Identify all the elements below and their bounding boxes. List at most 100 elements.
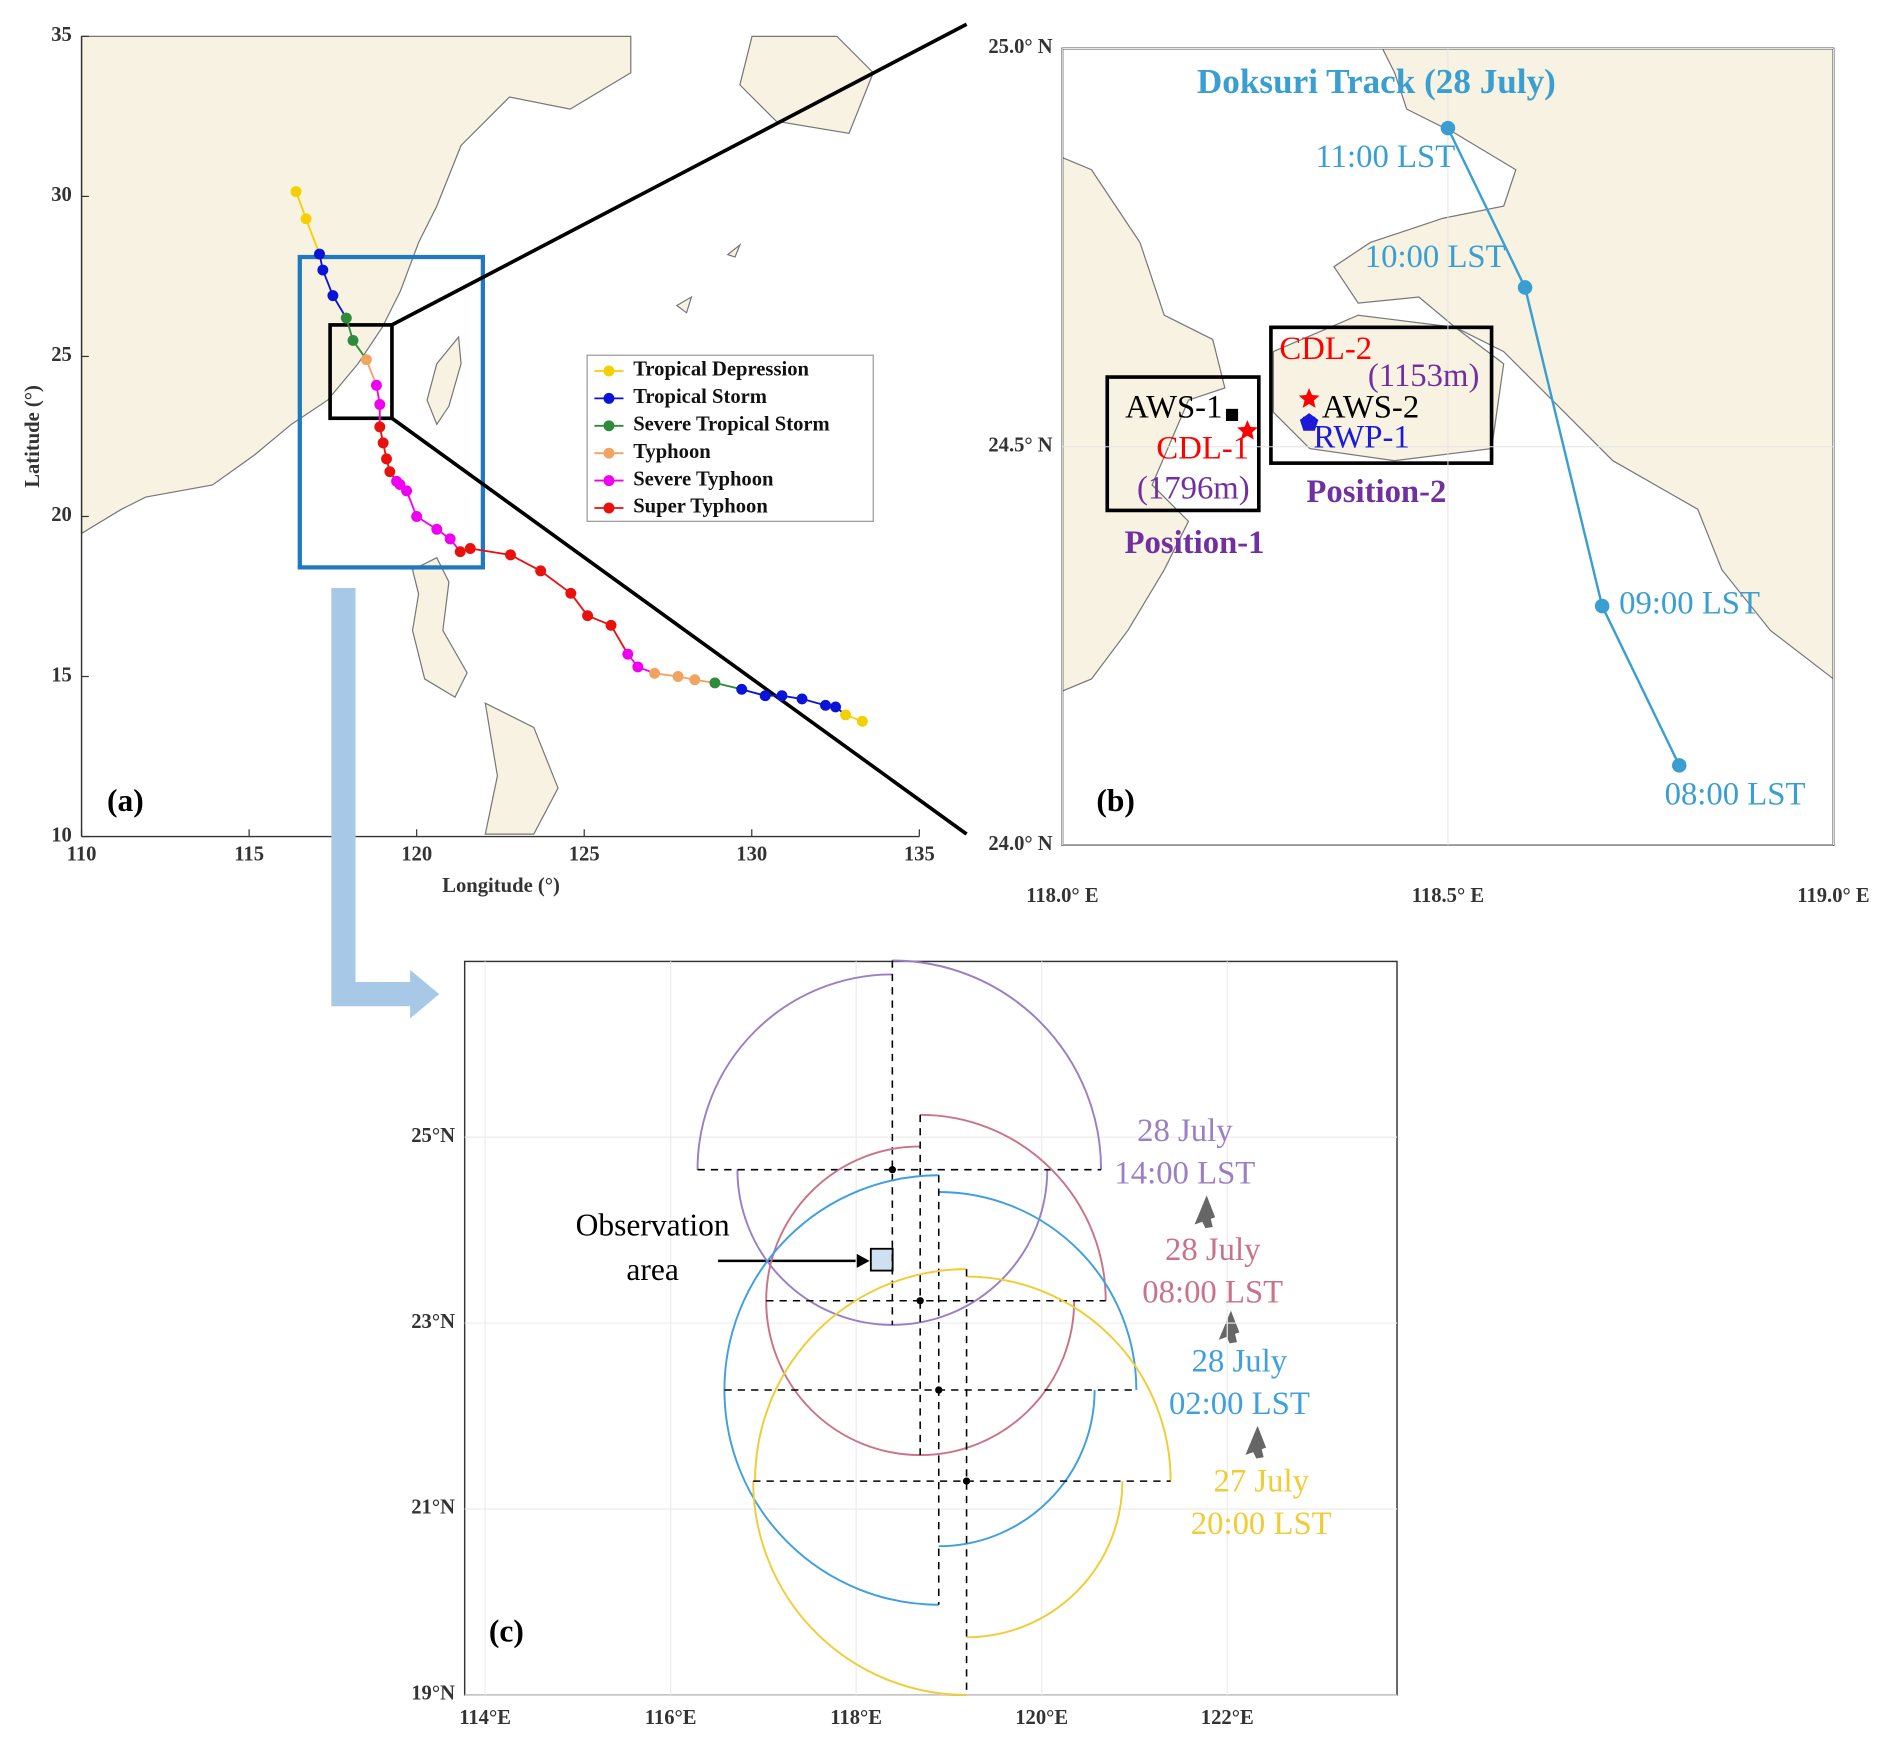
series-time: 08:00 LST [1142, 1274, 1283, 1310]
wind-radius-arc [938, 1191, 1138, 1391]
x-tick-label: 118.0° E [1026, 885, 1098, 907]
station-marker [1237, 419, 1258, 440]
time-label: 09:00 LST [1619, 586, 1760, 622]
x-tick-label: 118.5° E [1412, 885, 1484, 907]
track-segment [470, 547, 511, 556]
x-tick-label: 120°E [1015, 1707, 1068, 1729]
track-point [736, 683, 748, 695]
track-point [796, 693, 808, 705]
track-point [856, 715, 868, 727]
zoom-guides [297, 22, 968, 1019]
track-point [370, 379, 382, 391]
track-point [1517, 280, 1533, 295]
legend-label: Typhoon [633, 441, 711, 463]
wind-radius-arc [938, 1389, 1096, 1548]
legend-marker [603, 365, 615, 377]
track-point [649, 667, 661, 679]
x-tick-label: 115 [234, 844, 264, 866]
track-segment [610, 624, 629, 655]
center [962, 1477, 971, 1485]
center [888, 1166, 896, 1174]
track-point [689, 674, 701, 686]
track-point [347, 334, 359, 346]
panel-label: (c) [489, 1614, 524, 1649]
track-point [535, 565, 547, 577]
x-tick-label: 135 [904, 844, 935, 866]
legend-label: Tropical Depression [633, 359, 809, 381]
station-label: RWP-1 [1313, 420, 1409, 456]
center [916, 1297, 924, 1305]
x-axis-label: Longitude (°) [442, 875, 560, 897]
track-point [290, 186, 302, 198]
track-point [411, 511, 423, 522]
y-tick-label: 24.5° N [988, 435, 1052, 457]
panel-label: (a) [107, 783, 144, 818]
track-point [464, 543, 476, 554]
track-point [605, 619, 617, 631]
y-tick-label: 19°N [411, 1683, 455, 1705]
station-label: CDL-1 [1156, 431, 1249, 467]
wind-radius-arc [752, 1481, 967, 1696]
legend-marker [603, 502, 615, 514]
track-point [1671, 758, 1687, 773]
y-tick-label: 25.0° N [988, 36, 1052, 58]
track-segment [540, 570, 572, 595]
track-point [431, 523, 443, 535]
wind-radius-arc [736, 1169, 893, 1326]
x-tick-label: 122°E [1201, 1707, 1254, 1729]
station-marker [1298, 388, 1320, 408]
track-point [381, 453, 392, 465]
x-tick-label: 118°E [830, 1707, 882, 1729]
wind-radius-arc [892, 959, 1103, 1170]
wind-radius-arc [696, 973, 893, 1170]
track-point [391, 475, 403, 487]
wind-radius-arc [723, 1174, 939, 1391]
track-point [632, 661, 644, 673]
legend-label: Severe Typhoon [633, 468, 774, 490]
boxes-b [1105, 325, 1494, 513]
series-name: 28 July [1137, 1113, 1233, 1149]
track-segment [305, 218, 321, 255]
wind-radius-arc [754, 1268, 967, 1482]
legend-label: Super Typhoon [633, 496, 768, 518]
track-point [709, 677, 721, 689]
position-label: Position-2 [1306, 474, 1446, 510]
position-label: Position-1 [1125, 525, 1265, 561]
time-label: 10:00 LST [1365, 239, 1506, 275]
wind-radius-arc [920, 1300, 1076, 1457]
series-time: 02:00 LST [1169, 1386, 1310, 1422]
y-tick-label: 10 [51, 824, 72, 846]
track-point [622, 648, 634, 660]
track-point [360, 354, 372, 366]
x-tick-label: 110 [67, 844, 97, 866]
track-point [1594, 598, 1610, 614]
y-tick-label: 21°N [411, 1497, 455, 1519]
wind-radius-arc [966, 1481, 1124, 1639]
wind-radius-arc [723, 1389, 939, 1606]
legend-marker [603, 392, 615, 404]
series-time: 14:00 LST [1114, 1156, 1255, 1192]
track-point [565, 587, 577, 599]
track-point [384, 466, 396, 478]
time-label: 08:00 LST [1665, 776, 1806, 812]
legend-marker [603, 475, 615, 487]
title: Doksuri Track (28 July) [1197, 62, 1556, 101]
station-label: CDL-2 [1279, 331, 1372, 367]
wind-radius-arc [765, 1300, 921, 1457]
annotation: area [626, 1252, 678, 1287]
track-segment [510, 554, 542, 572]
obs-area [718, 1247, 894, 1272]
y-tick-label: 15 [51, 664, 72, 686]
y-axis-label: Latitude (°) [22, 385, 44, 488]
wind-radius-arc [920, 1113, 1107, 1301]
track-point [340, 312, 352, 324]
track-point [672, 671, 684, 682]
station-label: AWS-2 [1322, 389, 1419, 425]
track-line [1446, 127, 1681, 766]
wind-radius-arc [966, 1275, 1172, 1482]
station-marker [1225, 408, 1239, 421]
track-point [374, 421, 386, 433]
x-tick-label: 116°E [645, 1707, 697, 1729]
time-arrows [1194, 1195, 1267, 1459]
